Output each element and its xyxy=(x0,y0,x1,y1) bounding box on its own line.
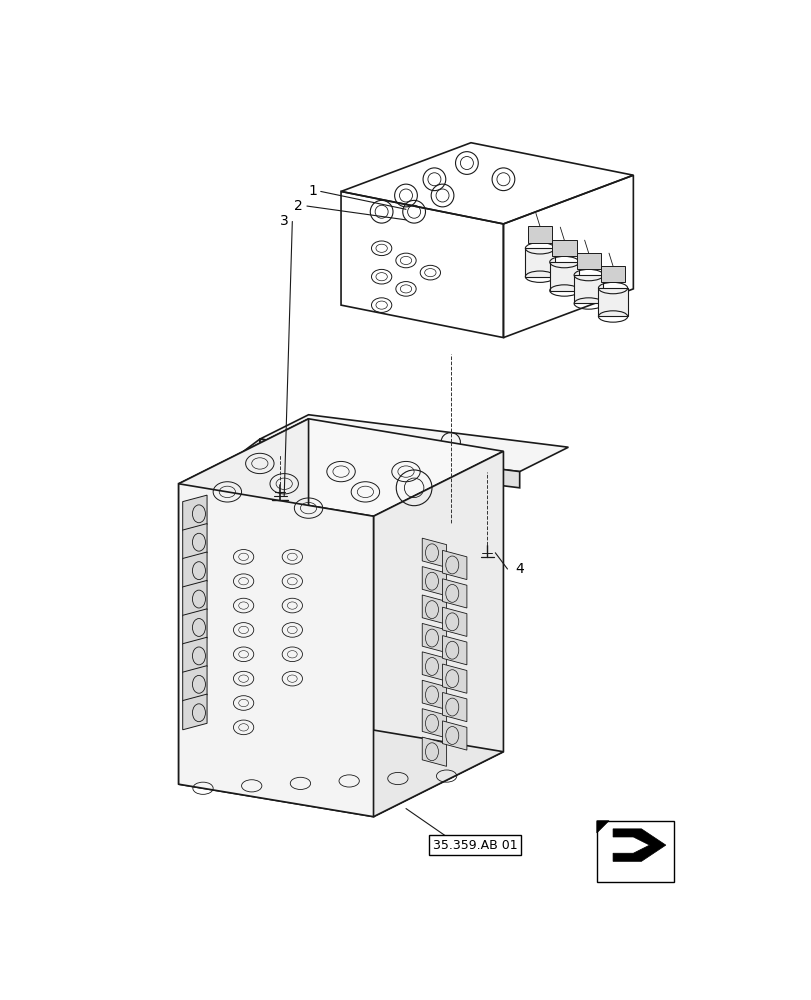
Polygon shape xyxy=(422,538,446,567)
Polygon shape xyxy=(308,438,357,451)
Text: 1: 1 xyxy=(308,184,316,198)
Polygon shape xyxy=(442,607,466,636)
Text: 4: 4 xyxy=(515,562,523,576)
Polygon shape xyxy=(260,439,519,488)
Polygon shape xyxy=(442,664,466,693)
Polygon shape xyxy=(182,495,207,531)
Polygon shape xyxy=(422,737,446,766)
Polygon shape xyxy=(442,579,466,608)
Polygon shape xyxy=(442,692,466,722)
Polygon shape xyxy=(442,636,466,665)
Polygon shape xyxy=(596,821,608,833)
Polygon shape xyxy=(527,226,551,243)
Polygon shape xyxy=(422,709,446,738)
Polygon shape xyxy=(243,439,260,468)
Polygon shape xyxy=(182,666,207,701)
Polygon shape xyxy=(373,451,503,817)
Polygon shape xyxy=(442,550,466,580)
Polygon shape xyxy=(178,419,503,516)
Polygon shape xyxy=(549,262,578,291)
Polygon shape xyxy=(551,240,576,256)
Polygon shape xyxy=(182,637,207,673)
Polygon shape xyxy=(422,652,446,681)
Bar xyxy=(596,821,673,882)
Polygon shape xyxy=(442,721,466,750)
Polygon shape xyxy=(182,552,207,588)
Polygon shape xyxy=(612,829,665,861)
Text: 35.359.AB 01: 35.359.AB 01 xyxy=(432,839,517,852)
Polygon shape xyxy=(422,623,446,653)
Polygon shape xyxy=(576,253,600,269)
Polygon shape xyxy=(178,484,373,817)
Polygon shape xyxy=(422,567,446,596)
Polygon shape xyxy=(598,288,627,316)
Text: 3: 3 xyxy=(280,214,288,228)
Polygon shape xyxy=(178,419,308,784)
Polygon shape xyxy=(178,719,503,817)
Polygon shape xyxy=(243,451,308,480)
Text: 2: 2 xyxy=(294,199,303,213)
Polygon shape xyxy=(422,595,446,624)
Polygon shape xyxy=(182,694,207,730)
Polygon shape xyxy=(525,248,554,277)
Polygon shape xyxy=(182,524,207,559)
Polygon shape xyxy=(600,266,624,282)
Polygon shape xyxy=(422,680,446,709)
Polygon shape xyxy=(260,415,568,472)
Polygon shape xyxy=(182,609,207,645)
Polygon shape xyxy=(182,580,207,616)
Polygon shape xyxy=(573,275,603,303)
